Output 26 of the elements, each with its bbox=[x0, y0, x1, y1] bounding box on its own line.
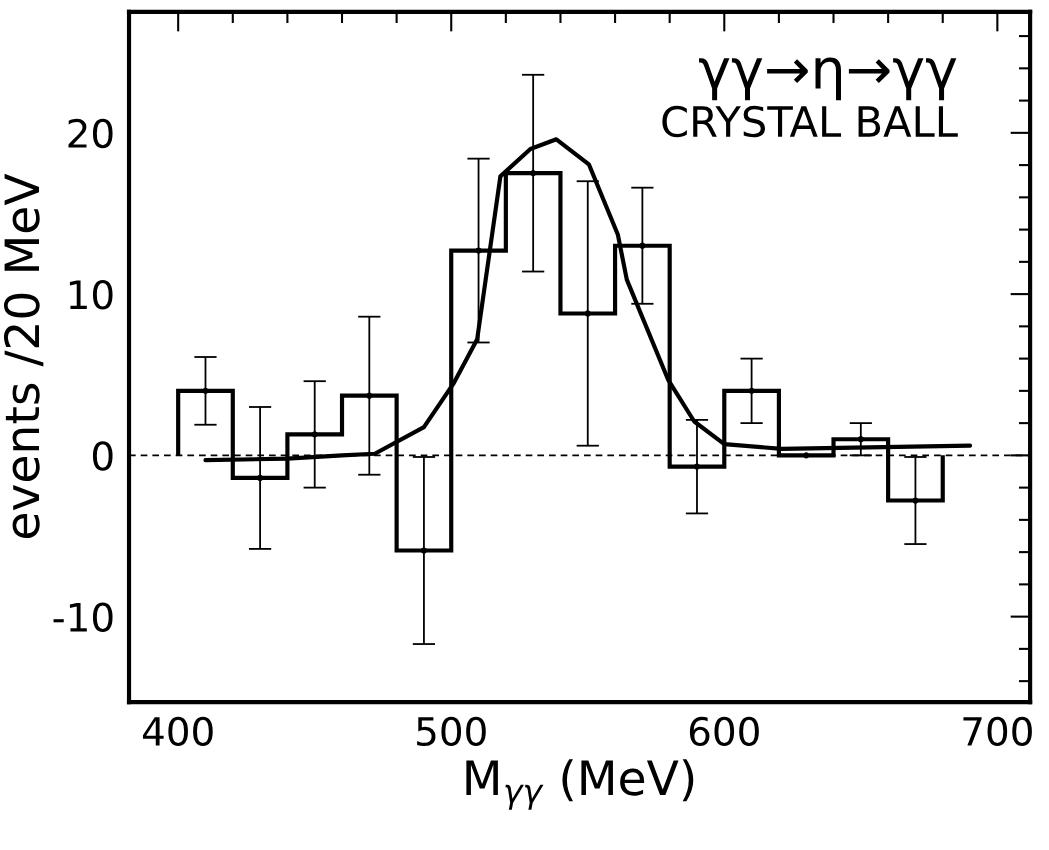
x-tick-label: 500 bbox=[417, 716, 486, 747]
point bbox=[584, 310, 591, 317]
point bbox=[693, 463, 701, 470]
point bbox=[256, 474, 264, 482]
point bbox=[803, 452, 810, 459]
point bbox=[748, 387, 755, 394]
x-tick-label: 700 bbox=[963, 716, 1032, 747]
x-axis-title: M$_{γγ}$ (MeV) bbox=[466, 759, 694, 810]
annotation: CRYSTAL BALL bbox=[662, 105, 958, 138]
point bbox=[366, 392, 373, 399]
point bbox=[639, 242, 646, 249]
point bbox=[202, 387, 209, 394]
y-tick-label: 10 bbox=[69, 280, 113, 310]
point bbox=[530, 170, 537, 177]
x-tick-label: 400 bbox=[142, 716, 213, 747]
point bbox=[857, 436, 864, 443]
point bbox=[912, 497, 919, 504]
point bbox=[420, 547, 428, 554]
x-tick-label: 600 bbox=[689, 716, 759, 747]
y-tick-label: -10 bbox=[53, 602, 113, 632]
y-tick-label: 20 bbox=[68, 118, 113, 149]
point bbox=[475, 247, 482, 254]
y-axis-title: events /20 MeV bbox=[3, 173, 44, 539]
point bbox=[311, 431, 318, 438]
annotation: γγ→η→γγ bbox=[699, 57, 957, 101]
y-tick-label: 0 bbox=[92, 441, 113, 471]
